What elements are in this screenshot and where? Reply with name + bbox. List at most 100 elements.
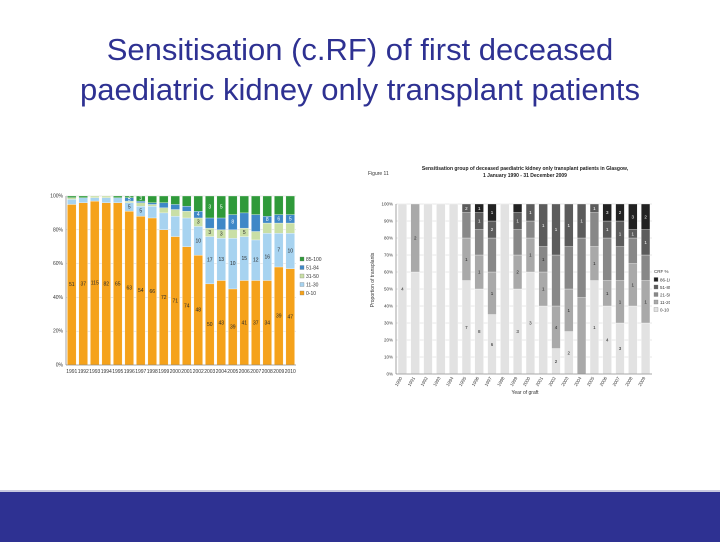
bar-segment (239, 195, 249, 214)
bar-segment (615, 246, 625, 281)
legend-label: 0-10 (306, 291, 316, 297)
bar-segment (513, 229, 523, 256)
bar-value-label: 3 (220, 232, 223, 238)
legend-swatch (653, 299, 659, 305)
bar-value-label: 74 (184, 303, 190, 309)
bar-value-label: 1 (478, 219, 481, 224)
bar-value-label: 1 (593, 261, 596, 266)
bar-segment (525, 203, 535, 222)
bar-segment (216, 217, 226, 230)
y-tick-label: 60% (53, 261, 64, 267)
x-tick-label: 1991 (66, 369, 77, 375)
x-tick-label: 2004 (573, 376, 583, 388)
x-tick-label: 2009 (637, 376, 647, 388)
bar-segment (615, 203, 625, 222)
legend-swatch (653, 292, 659, 297)
x-tick-label: 1997 (484, 376, 494, 388)
bar-value-label: 71 (172, 298, 178, 304)
bar-value-label: 39 (276, 313, 282, 319)
bar-segment (147, 202, 157, 205)
bar-value-label: 1 (644, 240, 647, 245)
x-tick-label: 2004 (216, 369, 227, 375)
y-tick-label: 50% (384, 287, 393, 292)
bar-value-label: 17 (207, 258, 213, 264)
bar-segment (78, 197, 88, 203)
legend-swatch (653, 307, 659, 312)
x-tick-label: 1994 (101, 369, 112, 375)
bar-segment (170, 204, 180, 210)
bar-segment (449, 203, 459, 375)
x-axis-title: Year of graft (511, 390, 539, 396)
bar-value-label: 2 (568, 350, 571, 355)
bar-value-label: 3 (208, 230, 211, 236)
bar-segment (239, 212, 249, 229)
bar-value-label: 41 (241, 320, 247, 326)
x-tick-label: 1999 (509, 376, 519, 388)
bar-value-label: 1 (491, 291, 494, 296)
bar-segment (67, 195, 77, 198)
bar-segment (602, 203, 612, 222)
bar-value-label: 2 (644, 214, 647, 219)
x-tick-label: 2000 (522, 376, 532, 388)
bar-value-label: 43 (218, 320, 224, 326)
bar-value-label: 1 (632, 282, 635, 287)
x-tick-label: 1998 (147, 369, 158, 375)
bar-value-label: 10 (195, 238, 201, 244)
bar-value-label: 2 (619, 210, 622, 215)
chart-right-grey-stacked-bar: Figure 11 Sensitisation group of deceased… (368, 166, 670, 396)
bar-segment (262, 195, 272, 217)
bar-value-label: 16 (264, 254, 270, 260)
bar-value-label: 7 (277, 248, 280, 254)
bar-segment (274, 195, 284, 215)
x-tick-label: 2008 (624, 376, 634, 388)
bar-segment (147, 205, 157, 219)
bar-value-label: 1 (491, 210, 494, 215)
bar-value-label: 5 (220, 204, 223, 210)
bar-segment (538, 203, 548, 247)
chart-title-line-1: Sensitisation group of deceased paediatr… (422, 166, 629, 172)
x-tick-label: 2000 (170, 369, 181, 375)
bar-value-label: 1 (478, 270, 481, 275)
bar-segment (487, 203, 497, 222)
bar-value-label: 5 (128, 204, 131, 210)
footer-bar (0, 490, 720, 542)
bar-value-label: 3 (606, 210, 609, 215)
bar-value-label: 63 (126, 286, 132, 292)
bar-segment (124, 195, 134, 198)
bar-segment (628, 237, 638, 264)
bar-value-label: 3 (197, 220, 200, 226)
x-tick-label: 1999 (158, 369, 169, 375)
x-tick-label: 1998 (496, 376, 506, 388)
y-tick-label: 60% (384, 270, 393, 275)
y-tick-label: 30% (384, 321, 393, 326)
x-tick-label: 2009 (273, 369, 284, 375)
bar-segment (251, 195, 261, 215)
bar-segment (170, 216, 180, 237)
bar-value-label: 3 (516, 329, 519, 334)
x-tick-label: 1993 (89, 369, 100, 375)
bar-value-label: 6 (491, 342, 494, 347)
x-tick-label: 1996 (124, 369, 135, 375)
bar-segment (147, 195, 157, 203)
bar-value-label: 1 (529, 253, 532, 258)
y-tick-label: 0% (56, 363, 64, 369)
y-tick-label: 90% (384, 219, 393, 224)
bar-value-label: 3 (208, 204, 211, 210)
bar-value-label: 4 (555, 325, 558, 330)
bar-value-label: 5 (139, 209, 142, 215)
legend-swatch (653, 277, 659, 282)
bar-segment (589, 212, 599, 247)
bar-value-label: 1 (606, 227, 609, 232)
bar-value-label: 4 (606, 338, 609, 343)
bar-segment (500, 203, 510, 375)
bar-segment (182, 195, 192, 207)
bar-segment (170, 195, 180, 205)
bar-segment (461, 203, 471, 213)
bar-segment (436, 203, 446, 375)
x-tick-label: 2003 (560, 376, 570, 388)
bar-segment (101, 197, 111, 203)
y-tick-label: 80% (384, 236, 393, 241)
y-tick-label: 10% (384, 355, 393, 360)
x-tick-label: 2006 (239, 369, 250, 375)
bar-segment (90, 197, 100, 202)
